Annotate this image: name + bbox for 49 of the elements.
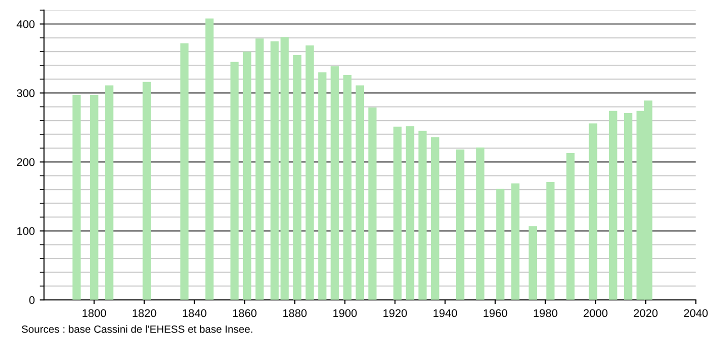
- bar: [546, 182, 555, 300]
- x-tick-label: 2000: [584, 309, 608, 318]
- bar: [180, 43, 189, 300]
- bar: [406, 126, 414, 300]
- bar: [566, 152, 575, 300]
- bar: [105, 85, 114, 300]
- y-tick-label: 400: [16, 20, 35, 28]
- bar: [72, 95, 81, 300]
- x-tick-label: 1820: [132, 309, 156, 318]
- y-tick-label: 200: [17, 158, 35, 166]
- bar: [588, 123, 598, 300]
- x-tick-label: 1920: [383, 309, 407, 318]
- bar: [430, 137, 440, 300]
- x-tick-label: 1960: [484, 309, 508, 318]
- bar: [142, 82, 151, 300]
- bar: [528, 226, 537, 300]
- x-tick-label: 1940: [434, 309, 458, 318]
- x-tick-label: 1880: [283, 309, 307, 318]
- bar: [242, 52, 252, 300]
- bar: [418, 130, 427, 300]
- y-tick-label: 0: [29, 296, 35, 304]
- x-tick-label: 1800: [82, 309, 106, 318]
- x-tick-label: 1980: [534, 309, 558, 318]
- bar: [608, 110, 618, 300]
- bar: [496, 188, 504, 300]
- bar: [90, 95, 98, 300]
- bar: [205, 18, 214, 300]
- y-tick-label: 100: [17, 227, 35, 236]
- y-tick-label: 300: [16, 89, 35, 98]
- bar: [476, 147, 484, 300]
- bar: [330, 66, 339, 300]
- bar: [230, 62, 239, 300]
- x-tick-label: 2040: [684, 309, 708, 318]
- bar: [456, 150, 464, 300]
- bar: [306, 45, 314, 300]
- bar: [318, 72, 326, 300]
- bar: [368, 107, 377, 300]
- source-note: Sources : base Cassini de l'EHESS et base Insee.: [22, 325, 252, 333]
- bar: [293, 55, 302, 300]
- bar: [511, 183, 520, 300]
- bar: [356, 85, 364, 300]
- bar: [255, 38, 264, 300]
- x-tick-label: 1900: [333, 309, 357, 318]
- x-tick-label: 1860: [233, 309, 256, 318]
- x-tick-label: 2020: [634, 309, 658, 318]
- bar: [624, 112, 632, 300]
- bar: [343, 75, 352, 300]
- bar: [393, 126, 402, 300]
- x-tick-label: 1840: [182, 309, 206, 318]
